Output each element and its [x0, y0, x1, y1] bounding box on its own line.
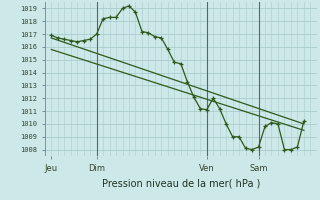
X-axis label: Pression niveau de la mer( hPa ): Pression niveau de la mer( hPa ) [102, 178, 260, 188]
